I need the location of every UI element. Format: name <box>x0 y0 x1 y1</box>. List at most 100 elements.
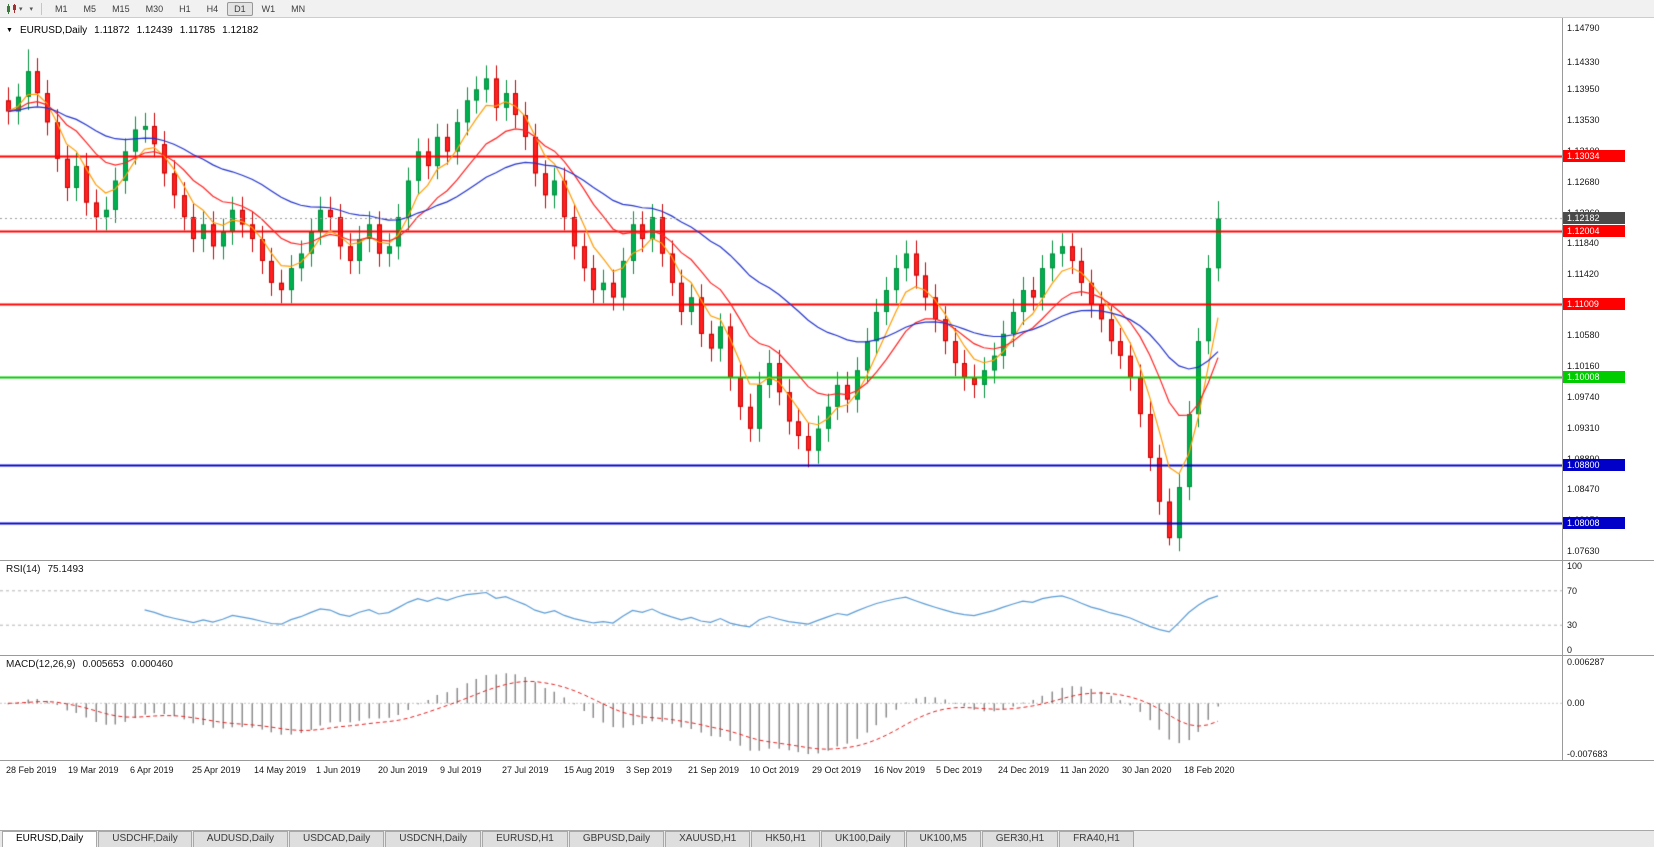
date-axis-label: 18 Feb 2020 <box>1184 765 1235 775</box>
price-axis-label: 1.13950 <box>1567 84 1600 95</box>
chart-type-icon[interactable]: ▾ <box>3 1 26 17</box>
price-level-tag: 1.11009 <box>1563 298 1625 311</box>
chart-window: ▼ EURUSD,Daily 1.11872 1.12439 1.11785 1… <box>0 18 1654 830</box>
date-axis-label: 5 Dec 2019 <box>936 765 983 775</box>
date-axis-label: 25 Apr 2019 <box>192 765 241 775</box>
rsi-indicator-canvas[interactable] <box>0 561 1562 655</box>
date-axis-label: 3 Sep 2019 <box>626 765 673 775</box>
price-level-tag: 1.08008 <box>1563 516 1625 529</box>
chart-tab-fra40-h1[interactable]: FRA40,H1 <box>1059 831 1134 847</box>
timeframe-button-w1[interactable]: W1 <box>261 3 276 14</box>
timeframe-button-h4[interactable]: H4 <box>206 3 219 14</box>
chart-tab-usdcnh-daily[interactable]: USDCNH,Daily <box>385 831 482 847</box>
date-axis-label: 20 Jun 2019 <box>378 765 428 775</box>
chart-tab-uk100-daily[interactable]: UK100,Daily <box>820 831 905 847</box>
price-axis-label: 1.14330 <box>1567 56 1600 67</box>
rsi-pane-header: RSI(14) 75.1493 <box>6 564 84 575</box>
price-level-tag: 1.12004 <box>1563 225 1625 238</box>
date-axis-separator <box>0 760 1654 761</box>
rsi-axis-label: 0 <box>1567 645 1573 655</box>
rsi-axis-label: 100 <box>1567 561 1583 571</box>
price-axis-label: 1.09740 <box>1567 391 1600 402</box>
ohlc-close: 1.12182 <box>222 25 259 36</box>
chart-tab-audusd-daily[interactable]: AUDUSD,Daily <box>192 831 289 847</box>
rsi-axis-label: 30 <box>1567 620 1578 631</box>
pane-separator <box>0 560 1654 561</box>
chart-tab-bar: EURUSD,Daily USDCHF,Daily AUDUSD,Daily USDC… <box>0 830 1654 847</box>
timeframe-buttons: M1 M5 M15 M30 H1 H4 D1 W1 MN <box>47 1 313 16</box>
macd-axis-label: 0.006287 <box>1567 657 1605 667</box>
candlestick-icon <box>7 3 16 14</box>
symbol-label: EURUSD,Daily <box>19 25 88 36</box>
date-axis-label: 24 Dec 2019 <box>998 765 1050 775</box>
macd-axis-label: -0.007683 <box>1567 749 1608 759</box>
macd-signal-value: 0.000460 <box>131 659 173 670</box>
macd-axis-label: 0.00 <box>1567 698 1585 709</box>
chart-tab-usdcad-daily[interactable]: USDCAD,Daily <box>289 831 385 847</box>
date-axis-label: 11 Jan 2020 <box>1060 765 1109 775</box>
toolbar-separator <box>41 2 43 15</box>
date-axis-label: 28 Feb 2019 <box>6 765 57 775</box>
price-axis-label: 1.11420 <box>1567 269 1599 280</box>
top-toolbar: ▾ ▾ M1 M5 M15 M30 H1 H4 D1 W1 MN <box>0 0 1654 18</box>
price-axis-label: 1.12680 <box>1567 177 1600 188</box>
price-level-tag: 1.10008 <box>1563 371 1625 384</box>
date-axis-label: 30 Jan 2020 <box>1122 765 1172 775</box>
price-axis-label: 1.13530 <box>1567 115 1600 126</box>
ohlc-low: 1.11785 <box>179 25 216 36</box>
current-price-tag: 1.12182 <box>1563 212 1625 225</box>
chart-options-dropdown-icon[interactable]: ▾ <box>26 1 37 17</box>
timeframe-button-m30[interactable]: M30 <box>145 3 164 14</box>
chart-tab-hk50-h1[interactable]: HK50,H1 <box>751 831 820 847</box>
pane-separator <box>0 655 1654 656</box>
macd-title: MACD(12,26,9) <box>6 659 76 670</box>
price-axis-label: 1.08890 <box>1567 454 1600 464</box>
price-level-tag: 1.08800 <box>1563 459 1625 472</box>
price-axis-label: 1.08470 <box>1567 484 1600 495</box>
date-axis-label: 1 Jun 2019 <box>316 765 361 775</box>
price-axis-label: 1.09310 <box>1567 422 1600 433</box>
chart-type-caret-icon: ▾ <box>19 5 23 13</box>
date-axis-label: 19 Mar 2019 <box>68 765 119 775</box>
chart-tab-usdchf-daily[interactable]: USDCHF,Daily <box>98 831 192 847</box>
macd-pane-header: MACD(12,26,9) 0.005653 0.000460 <box>6 659 173 670</box>
rsi-title: RSI(14) <box>6 564 41 575</box>
price-chart-canvas[interactable] <box>0 18 1562 560</box>
rsi-value: 75.1493 <box>47 564 84 575</box>
price-axis-label: 1.10580 <box>1567 330 1600 341</box>
date-axis-label: 16 Nov 2019 <box>874 765 926 775</box>
chart-symbol-header: ▼ EURUSD,Daily 1.11872 1.12439 1.11785 1… <box>6 25 258 36</box>
date-axis-label: 10 Oct 2019 <box>750 765 800 775</box>
date-axis-label: 29 Oct 2019 <box>812 765 862 775</box>
ohlc-high: 1.12439 <box>136 25 173 36</box>
timeframe-button-h1[interactable]: H1 <box>179 3 191 14</box>
symbol-marker-icon: ▼ <box>6 27 13 34</box>
date-axis-label: 9 Jul 2019 <box>440 765 482 775</box>
chart-tab-ger30-h1[interactable]: GER30,H1 <box>981 831 1059 847</box>
date-axis-label: 15 Aug 2019 <box>564 765 615 775</box>
timeframe-button-m1[interactable]: M1 <box>55 3 68 14</box>
macd-main-value: 0.005653 <box>82 659 125 670</box>
rsi-axis-label: 70 <box>1567 585 1578 596</box>
date-axis-label: 21 Sep 2019 <box>688 765 740 775</box>
chart-tab-uk100-m5[interactable]: UK100,M5 <box>905 831 981 847</box>
timeframe-button-m15[interactable]: M15 <box>112 3 130 14</box>
date-axis-label: 27 Jul 2019 <box>502 765 549 775</box>
timeframe-button-mn[interactable]: MN <box>291 3 306 14</box>
price-axis-label: 1.14790 <box>1567 23 1600 34</box>
chart-tab-xauusd-h1[interactable]: XAUUSD,H1 <box>665 831 751 847</box>
chart-tab-eurusd-h1[interactable]: EURUSD,H1 <box>482 831 568 847</box>
price-axis-label: 1.07630 <box>1567 545 1600 556</box>
ohlc-open: 1.11872 <box>94 25 130 36</box>
macd-indicator-canvas[interactable] <box>0 656 1562 760</box>
timeframe-button-m5[interactable]: M5 <box>83 3 97 14</box>
timeframe-button-d1[interactable]: D1 <box>227 1 253 16</box>
chart-tab-eurusd-daily[interactable]: EURUSD,Daily <box>2 831 98 847</box>
price-axis-label: 1.10160 <box>1567 360 1600 371</box>
dropdown-caret-icon: ▾ <box>29 5 34 13</box>
price-axis-label: 1.11840 <box>1567 238 1599 249</box>
price-scale-axis-line <box>1562 18 1563 761</box>
chart-tab-gbpusd-daily[interactable]: GBPUSD,Daily <box>568 831 665 847</box>
price-level-tag: 1.13034 <box>1563 150 1625 163</box>
date-axis-label: 14 May 2019 <box>254 765 307 775</box>
